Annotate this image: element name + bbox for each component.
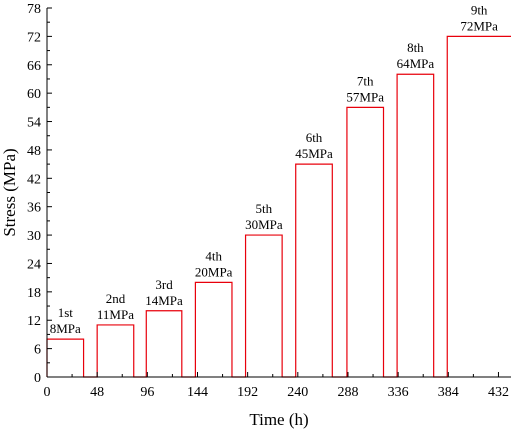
step-label-ordinal: 3rd [155,277,173,292]
step-label-ordinal: 9th [471,2,488,17]
y-tick-label: 6 [34,343,41,358]
y-tick-label: 12 [27,314,41,329]
x-tick-label: 192 [237,385,258,400]
step-label-value: 14MPa [145,293,183,308]
step-label-ordinal: 7th [357,73,374,88]
step-label-ordinal: 1st [58,305,74,320]
step-label-value: 8MPa [50,321,81,336]
step-label-value: 57MPa [346,89,384,104]
y-tick-label: 24 [27,257,41,272]
x-axis-title: Time (h) [249,410,308,429]
step-label-value: 64MPa [397,56,435,71]
stress-series-line [46,35,511,378]
y-tick-label: 78 [27,2,41,17]
x-tick-label: 0 [44,385,51,400]
step-label-value: 45MPa [295,146,333,161]
y-tick-label: 0 [34,371,41,386]
y-tick-label: 72 [27,30,41,45]
x-tick-label: 288 [337,385,358,400]
step-label-value: 20MPa [195,264,233,279]
step-label-ordinal: 5th [256,201,273,216]
x-tick-label: 96 [140,385,154,400]
y-tick-label: 36 [27,201,41,216]
y-tick-label: 30 [27,229,41,244]
step-label-ordinal: 8th [407,40,424,55]
step-label-value: 30MPa [245,217,283,232]
y-tick-label: 60 [27,87,41,102]
y-tick-label: 18 [27,286,41,301]
step-label-ordinal: 6th [306,130,323,145]
y-axis-title: Stress (MPa) [0,148,19,236]
x-tick-label: 240 [287,385,308,400]
plot-area: 0 48 96 144 192 240 288 336 384 432 0 6 12 18 24 30 36 4… [27,2,511,400]
y-ticks: 0 6 12 18 24 30 36 42 48 54 60 66 72 78 [27,2,52,386]
x-tick-label: 432 [488,385,509,400]
x-tick-label: 384 [438,385,459,400]
step-label-value: 11MPa [97,307,134,322]
y-tick-label: 48 [27,144,41,159]
step-label-value: 72MPa [460,18,498,33]
x-ticks: 0 48 96 144 192 240 288 336 384 432 [44,372,509,400]
y-tick-label: 54 [27,116,41,131]
y-tick-label: 66 [27,59,41,74]
x-tick-label: 48 [90,385,104,400]
x-tick-label: 336 [388,385,409,400]
y-tick-label: 42 [27,172,41,187]
step-label-ordinal: 4th [205,248,222,263]
x-tick-label: 144 [187,385,208,400]
step-label-ordinal: 2nd [106,291,126,306]
